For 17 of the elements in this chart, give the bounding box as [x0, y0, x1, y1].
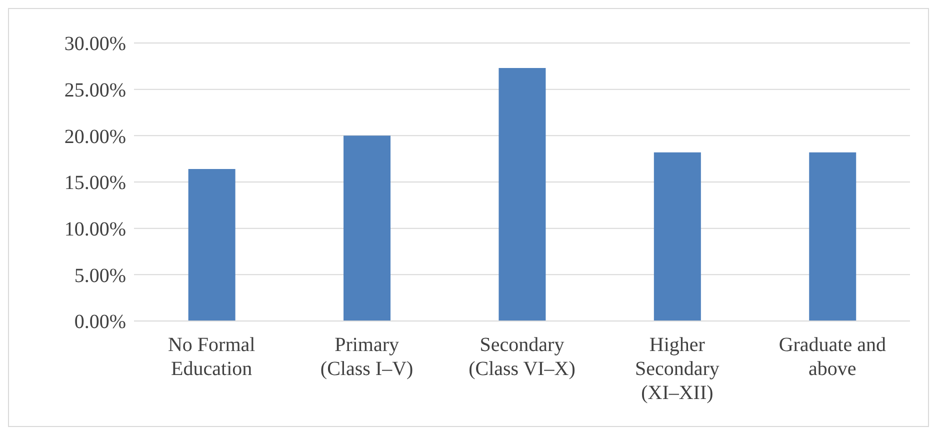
- bar: [188, 169, 236, 321]
- y-tick-label: 0.00%: [74, 311, 126, 334]
- x-tick-label: Graduate and above: [778, 334, 886, 380]
- x-tick-label: Higher Secondary (XI–XII): [634, 334, 720, 404]
- y-tick-label: 15.00%: [64, 172, 126, 194]
- y-tick-label: 10.00%: [64, 218, 126, 240]
- y-tick-label: 30.00%: [64, 33, 126, 56]
- y-tick-label: 20.00%: [64, 126, 126, 148]
- bar: [498, 68, 546, 321]
- bar: [809, 152, 856, 321]
- x-tick-label: Secondary (Class VI–X): [468, 334, 576, 380]
- y-tick-label: 5.00%: [74, 264, 126, 287]
- x-tick-label: Primary (Class I–V): [320, 334, 414, 380]
- y-tick-label: 25.00%: [64, 79, 126, 102]
- x-tick-label: No Formal Education: [168, 334, 256, 380]
- bar: [654, 152, 701, 321]
- bar: [344, 136, 391, 321]
